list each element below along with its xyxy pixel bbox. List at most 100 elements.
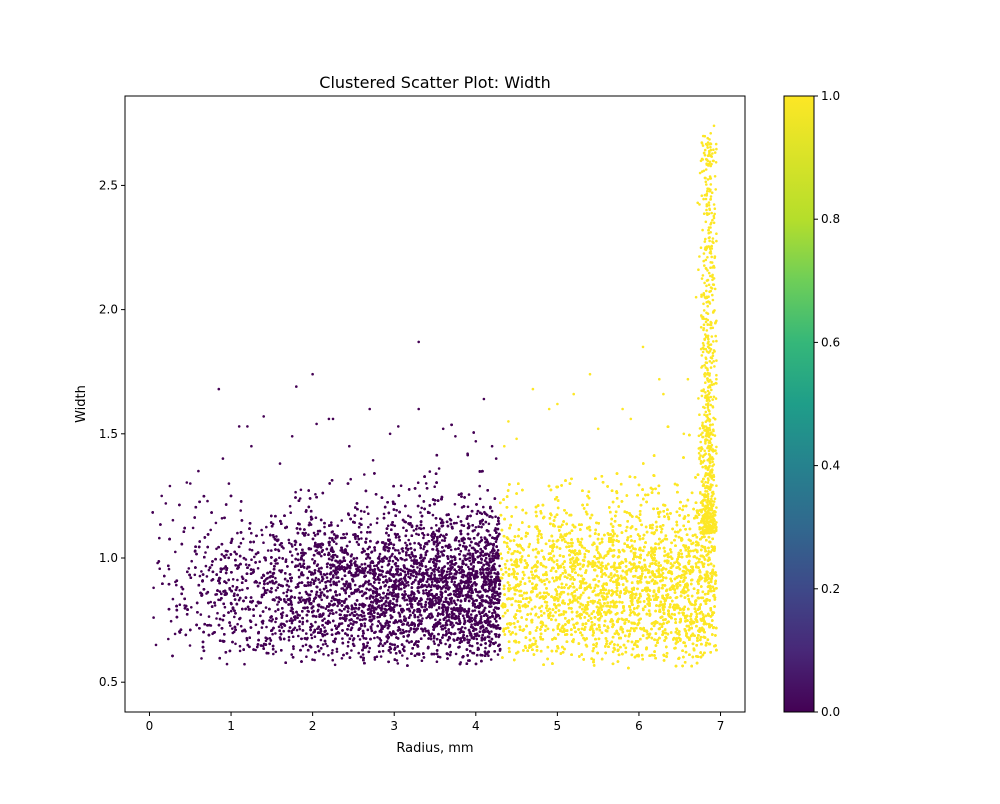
scatter-point (320, 554, 323, 558)
scatter-point (357, 651, 361, 655)
scatter-point (422, 536, 425, 540)
scatter-point (220, 517, 224, 520)
scatter-point (489, 658, 493, 661)
scatter-point (460, 575, 464, 579)
scatter-point (397, 536, 401, 539)
scatter-point (355, 540, 359, 544)
scatter-point (417, 533, 421, 536)
scatter-point (277, 625, 281, 629)
scatter-point (470, 623, 473, 626)
scatter-point (298, 625, 301, 628)
scatter-point (432, 640, 436, 643)
scatter-point (328, 612, 332, 615)
scatter-point (315, 422, 318, 426)
scatter-point (199, 613, 203, 616)
scatter-point (407, 538, 411, 542)
scatter-point (238, 589, 241, 592)
scatter-point (349, 622, 353, 625)
scatter-point (335, 650, 339, 653)
scatter-point (233, 615, 236, 619)
scatter-point (231, 578, 235, 581)
scatter-point (366, 547, 370, 551)
scatter-point (367, 512, 370, 515)
scatter-point (288, 504, 292, 508)
scatter-point (461, 594, 465, 597)
scatter-point (335, 647, 339, 651)
scatter-point (361, 547, 365, 551)
scatter-point (468, 544, 472, 547)
scatter-point (498, 564, 501, 568)
scatter-point (305, 655, 308, 658)
scatter-point (459, 612, 462, 615)
scatter-point (239, 624, 243, 628)
scatter-point (231, 627, 234, 630)
scatter-point (435, 529, 439, 532)
scatter-point (293, 543, 297, 547)
scatter-point (473, 609, 477, 612)
scatter-point (291, 635, 295, 638)
scatter-point (336, 604, 339, 608)
scatter-point (438, 541, 441, 544)
scatter-point (460, 523, 464, 527)
scatter-point (265, 625, 268, 629)
scatter-point (465, 634, 469, 638)
scatter-point (187, 567, 191, 570)
scatter-point (298, 591, 302, 595)
scatter-point (429, 566, 432, 570)
scatter-point (443, 565, 446, 569)
scatter-point (323, 617, 326, 621)
scatter-point (301, 622, 304, 626)
scatter-point (484, 556, 488, 560)
scatter-point (319, 572, 323, 576)
scatter-point (391, 559, 395, 563)
scatter-point (402, 526, 405, 530)
scatter-point (234, 642, 237, 646)
scatter-point (363, 510, 366, 513)
scatter-point (350, 649, 353, 652)
scatter-point (330, 530, 334, 534)
scatter-point (416, 566, 419, 569)
scatter-point (430, 526, 433, 530)
scatter-point (466, 505, 470, 509)
scatter-point (440, 539, 444, 542)
scatter-point (397, 588, 401, 591)
scatter-point (471, 552, 475, 556)
scatter-point (331, 658, 335, 662)
scatter-point (388, 577, 391, 580)
scatter-point (223, 605, 227, 609)
scatter-point (250, 548, 254, 552)
scatter-point (293, 626, 297, 630)
scatter-point (416, 481, 420, 485)
scatter-point (338, 608, 342, 612)
scatter-point (335, 542, 338, 546)
scatter-point (318, 588, 322, 591)
scatter-point (229, 609, 233, 613)
scatter-point (373, 564, 376, 568)
scatter-point (318, 581, 322, 584)
scatter-point (396, 549, 400, 552)
scatter-point (207, 568, 211, 572)
scatter-point (480, 575, 484, 579)
scatter-point (453, 502, 457, 506)
scatter-point (340, 657, 344, 660)
scatter-point (361, 653, 365, 656)
scatter-point (236, 622, 239, 626)
scatter-point (380, 565, 384, 569)
scatter-point (268, 619, 271, 622)
scatter-point (359, 517, 363, 521)
scatter-point (369, 523, 373, 526)
scatter-point (290, 554, 294, 557)
scatter-point (360, 590, 364, 593)
scatter-point (288, 619, 292, 622)
scatter-point (358, 638, 362, 641)
scatter-point (331, 649, 334, 652)
scatter-point (482, 505, 485, 509)
scatter-point (320, 598, 324, 602)
scatter-point (276, 603, 279, 606)
scatter-point (455, 521, 458, 525)
scatter-point (457, 628, 460, 631)
scatter-point (333, 553, 337, 557)
scatter-point (464, 626, 467, 630)
scatter-point (278, 556, 281, 560)
